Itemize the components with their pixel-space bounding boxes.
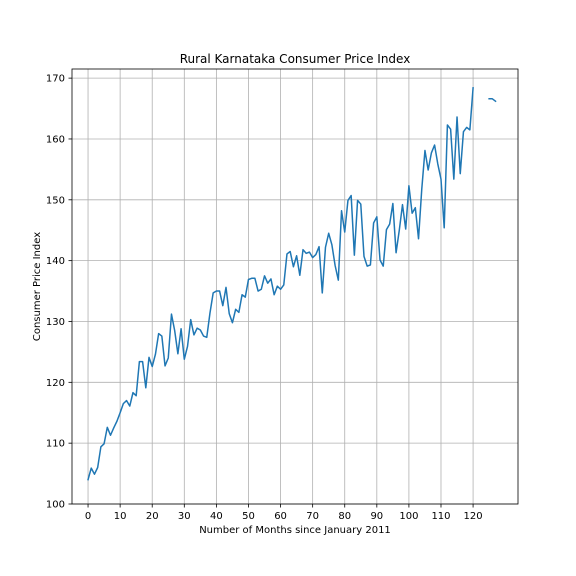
x-tick-label: 70 (306, 511, 319, 522)
x-axis-ticks: 0 10 20 30 40 50 60 70 80 90 100 110 120 (85, 504, 483, 522)
x-axis-title: Number of Months since January 2011 (199, 525, 391, 536)
series-line (87, 87, 474, 481)
x-tick-label: 0 (85, 511, 91, 522)
y-tick-label: 170 (46, 74, 65, 85)
series-lines (87, 87, 497, 481)
y-gridlines (72, 77, 518, 505)
x-tick-label: 20 (146, 511, 159, 522)
y-tick-label: 160 (46, 134, 65, 145)
x-tick-label: 110 (431, 511, 450, 522)
y-tick-label: 130 (46, 317, 65, 328)
x-tick-label: 90 (370, 511, 383, 522)
y-tick-label: 120 (46, 378, 65, 389)
x-tick-label: 40 (210, 511, 223, 522)
y-tick-label: 110 (46, 439, 65, 450)
series-line (488, 98, 497, 103)
x-tick-label: 30 (178, 511, 191, 522)
y-axis-ticks: 100 110 120 130 140 150 160 170 (46, 74, 72, 511)
x-tick-label: 100 (399, 511, 418, 522)
y-tick-label: 150 (46, 195, 65, 206)
plot-area (72, 69, 518, 504)
x-gridlines (87, 69, 474, 504)
x-tick-label: 120 (464, 511, 483, 522)
y-tick-label: 100 (46, 500, 65, 511)
x-tick-label: 80 (338, 511, 351, 522)
y-tick-label: 140 (46, 256, 65, 267)
plot-frame (71, 68, 519, 505)
x-tick-label: 10 (114, 511, 127, 522)
y-axis-title: Consumer Price Index (32, 232, 43, 341)
x-tick-label: 60 (274, 511, 287, 522)
chart-title: Rural Karnataka Consumer Price Index (180, 52, 411, 66)
x-tick-label: 50 (242, 511, 255, 522)
